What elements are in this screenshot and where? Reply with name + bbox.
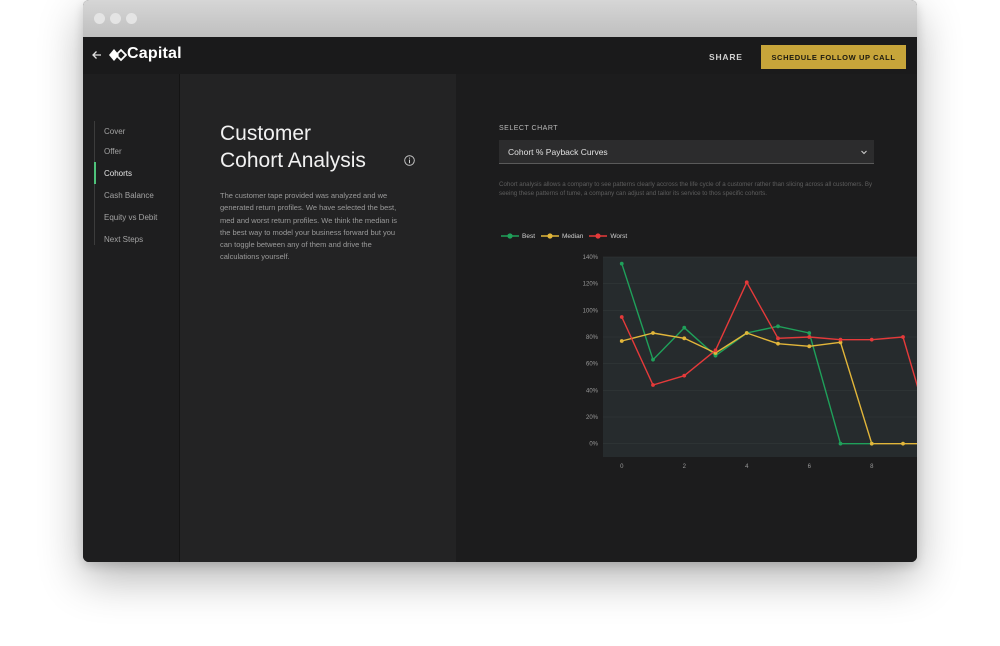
back-arrow-icon[interactable] — [89, 47, 105, 63]
data-point-median — [619, 339, 624, 343]
data-point-best — [807, 331, 812, 335]
y-tick-label: 120% — [583, 282, 599, 288]
legend-item-best[interactable]: Best — [501, 231, 535, 241]
data-point-best — [651, 357, 655, 362]
sidebar-item-offer[interactable]: Offer — [104, 147, 122, 156]
page-title-line2: Cohort Analysis — [220, 149, 366, 172]
data-point-median — [776, 341, 780, 346]
chevron-down-icon — [861, 150, 867, 155]
y-tick-label: 20% — [586, 415, 599, 421]
legend-label-worst: Worst — [610, 232, 628, 240]
legend-label-best: Best — [522, 232, 536, 240]
data-point-worst — [651, 383, 655, 387]
sidebar-nav: Cover Offer Cohorts Cash Balance Equity … — [83, 74, 180, 562]
legend-swatch-best — [501, 233, 519, 239]
window-titlebar — [83, 0, 917, 37]
data-point-median — [744, 331, 749, 335]
sidebar-item-cash-balance[interactable]: Cash Balance — [104, 191, 154, 200]
schedule-follow-up-call-button[interactable]: SCHEDULE FOLLOW UP CALL — [761, 45, 906, 69]
data-point-best — [682, 325, 687, 330]
chart-select-value: Cohort % Payback Curves — [508, 147, 608, 157]
x-tick-label: 2 — [683, 464, 687, 470]
y-tick-label: 80% — [586, 335, 599, 341]
window-close-dot[interactable] — [94, 13, 105, 24]
info-icon[interactable] — [404, 155, 415, 166]
chart-legend: Best Median Worst — [501, 231, 633, 241]
data-point-worst — [838, 337, 843, 342]
y-tick-label: 60% — [586, 362, 599, 368]
data-point-best — [776, 324, 780, 329]
y-tick-label: 40% — [586, 388, 599, 394]
app-header: Capital SHARE SCHEDULE FOLLOW UP CALL — [83, 37, 917, 74]
legend-swatch-worst — [589, 233, 608, 239]
data-point-worst — [619, 315, 624, 319]
page-title-line1: Customer — [220, 122, 312, 145]
chart-plot-area — [603, 257, 917, 457]
data-point-best — [838, 441, 843, 446]
legend-label-median: Median — [562, 232, 584, 240]
data-point-worst — [682, 373, 687, 378]
legend-item-worst[interactable]: Worst — [589, 231, 627, 241]
capital-logo-icon — [109, 48, 127, 62]
data-point-worst — [713, 348, 718, 353]
data-point-worst — [807, 335, 812, 339]
select-chart-label: SELECT CHART — [499, 125, 559, 132]
data-point-worst — [901, 335, 905, 339]
intro-column: Customer Cohort Analysis The customer ta… — [180, 74, 456, 562]
data-point-median — [869, 441, 874, 446]
x-tick-label: 4 — [745, 464, 749, 470]
data-point-worst — [869, 337, 874, 342]
y-tick-label: 0% — [589, 442, 598, 448]
data-point-worst — [744, 280, 749, 285]
sidebar-item-next-steps[interactable]: Next Steps — [104, 235, 144, 244]
chart-description: Cohort analysis allows a company to see … — [499, 181, 873, 197]
legend-item-median[interactable]: Median — [541, 231, 583, 241]
y-tick-label: 100% — [583, 308, 599, 314]
legend-swatch-median — [541, 233, 560, 239]
x-tick-label: 0 — [620, 464, 624, 470]
data-point-median — [838, 340, 843, 345]
data-point-best — [713, 353, 718, 358]
data-point-best — [619, 261, 624, 266]
data-point-median — [651, 331, 655, 335]
x-tick-label: 6 — [808, 464, 812, 470]
y-tick-label: 140% — [583, 255, 599, 261]
sidebar-item-equity-vs-debit[interactable]: Equity vs Debit — [104, 213, 158, 222]
chart-panel: SELECT CHART Cohort % Payback Curves Coh… — [456, 74, 917, 562]
data-point-median — [901, 441, 905, 446]
browser-window: Capital SHARE SCHEDULE FOLLOW UP CALL Co… — [83, 0, 917, 562]
nav-active-indicator — [94, 162, 96, 184]
window-zoom-dot[interactable] — [126, 13, 137, 24]
data-point-worst — [776, 336, 780, 341]
intro-description: The customer tape provided was analyzed … — [220, 191, 398, 262]
chart-select[interactable]: Cohort % Payback Curves — [499, 140, 874, 164]
x-tick-label: 8 — [870, 464, 874, 470]
sidebar-item-cover[interactable]: Cover — [104, 127, 126, 136]
share-button[interactable]: SHARE — [709, 52, 743, 62]
data-point-median — [713, 351, 718, 355]
data-point-median — [682, 336, 687, 341]
logo-text: Capital — [127, 45, 182, 62]
payback-curves-chart: 0%20%40%60%80%100%120%140%0 2 4 6 8 10 — [583, 255, 917, 470]
page-title: Customer Cohort Analysis — [220, 120, 366, 174]
window-minimize-dot[interactable] — [110, 13, 121, 24]
data-point-median — [807, 344, 812, 349]
sidebar-item-cohorts[interactable]: Cohorts — [104, 169, 133, 178]
